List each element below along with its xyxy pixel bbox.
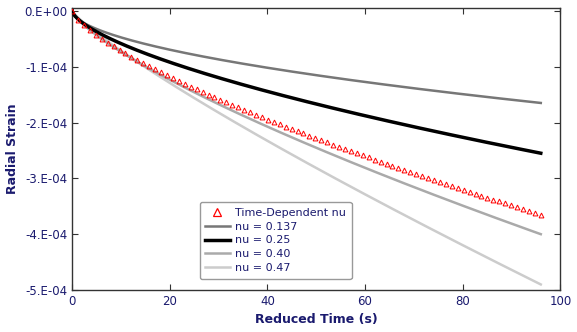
Line: Time-Dependent nu: Time-Dependent nu xyxy=(70,8,543,217)
Time-Dependent nu xyxy=(276,122,283,126)
Time-Dependent nu xyxy=(353,151,360,155)
Time-Dependent nu xyxy=(537,213,544,217)
Time-Dependent nu xyxy=(347,149,354,153)
Y-axis label: Radial Strain: Radial Strain xyxy=(6,104,18,194)
Time-Dependent nu xyxy=(69,9,76,13)
Time-Dependent nu xyxy=(371,158,378,162)
Time-Dependent nu xyxy=(484,196,491,200)
X-axis label: Reduced Time (s): Reduced Time (s) xyxy=(255,313,377,326)
Legend: Time-Dependent nu, nu = 0.137, nu = 0.25, nu = 0.40, nu = 0.47: Time-Dependent nu, nu = 0.137, nu = 0.25… xyxy=(200,202,352,279)
Time-Dependent nu xyxy=(389,164,396,168)
